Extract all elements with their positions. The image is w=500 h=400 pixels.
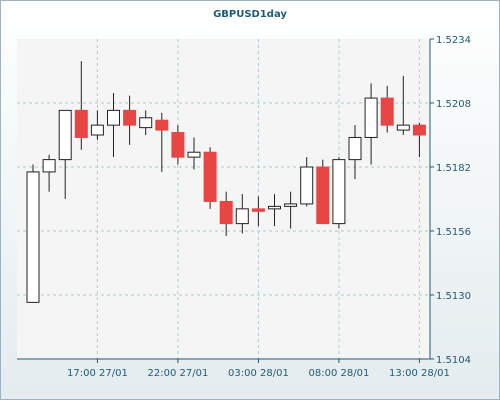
candle-body-bull [107, 109, 120, 126]
y-tick-label: 1.5234 [436, 35, 471, 46]
plot-area [17, 39, 430, 359]
candle-body-bear [171, 132, 185, 158]
candle-body-bull [235, 208, 249, 225]
candle [123, 95, 137, 145]
candle-body-bull [348, 136, 362, 161]
y-tick-label: 1.5130 [436, 291, 471, 302]
candle-body-bear [123, 109, 137, 126]
x-tick-label: 17:00 27/01 [67, 368, 128, 379]
candle [268, 194, 281, 227]
candle [187, 137, 201, 170]
candle [107, 93, 120, 158]
candle [26, 164, 40, 303]
candle-body-bear [74, 109, 88, 138]
candle [219, 191, 233, 236]
y-tick-label: 1.5104 [436, 355, 471, 366]
candle-body-bull [187, 151, 201, 158]
grid-lines [17, 39, 430, 359]
x-tick-label: 22:00 27/01 [147, 368, 208, 379]
candle-body-bull [284, 203, 298, 207]
candle [364, 83, 378, 165]
candle [380, 85, 394, 133]
candle [171, 125, 185, 165]
x-tick-label: 08:00 28/01 [308, 368, 369, 379]
candle-body-bull [332, 159, 346, 225]
candle [316, 159, 330, 225]
candle [412, 122, 426, 158]
candle [139, 110, 153, 135]
candle [74, 61, 88, 150]
candle-body-bear [219, 200, 233, 225]
candle-body-bull [58, 109, 72, 161]
chart-title: GBPUSD1day [213, 9, 287, 20]
x-tick-label: 03:00 28/01 [228, 368, 289, 379]
candle-body-bear [203, 151, 217, 202]
candle [203, 147, 217, 209]
candle-body-bull [364, 97, 378, 138]
candle-body-bear [251, 208, 265, 212]
candle [348, 125, 362, 180]
candle [235, 194, 249, 234]
candle-body-bull [90, 124, 104, 136]
y-tick-label: 1.5208 [436, 99, 471, 110]
candle-body-bull [396, 124, 410, 131]
y-tick-label: 1.5182 [436, 163, 471, 174]
candle-body-bull [26, 171, 40, 303]
y-tick-label: 1.5156 [436, 227, 471, 238]
candle-body-bear [155, 119, 169, 131]
axes: 1.5234 1.5208 1.5182 1.5156 1.5130 1.5104 17:0… [17, 35, 471, 379]
candles-group [26, 61, 426, 303]
candle-body-bear [412, 124, 426, 136]
candle [300, 157, 314, 207]
candle [155, 112, 169, 172]
candle [396, 75, 410, 135]
candle [251, 196, 265, 227]
candle-body-bull [268, 205, 281, 210]
candle-body-bull [42, 159, 56, 173]
candle-body-bear [316, 166, 330, 225]
candle [284, 191, 298, 229]
candle [58, 109, 72, 199]
candle-body-bull [300, 166, 314, 205]
candle [42, 154, 56, 192]
candle-body-bear [380, 97, 394, 126]
x-tick-label: 13:00 28/01 [389, 368, 450, 379]
candle [90, 110, 104, 140]
candle [332, 157, 346, 229]
candle-body-bull [139, 117, 153, 129]
